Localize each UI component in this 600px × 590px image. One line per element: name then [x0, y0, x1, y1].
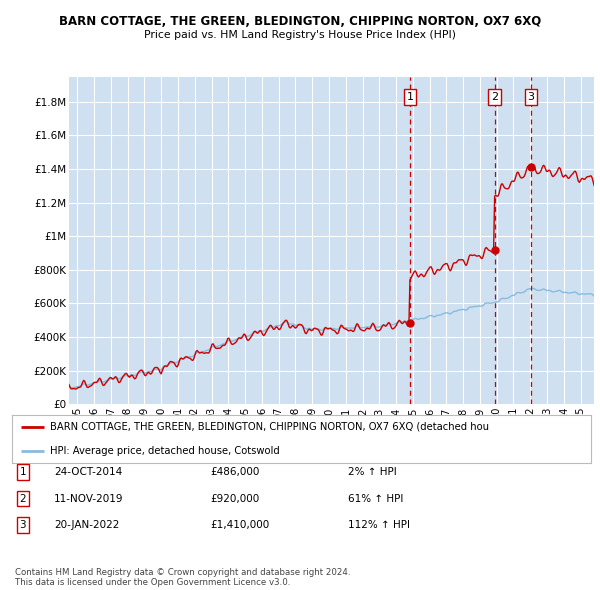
Text: 20-JAN-2022: 20-JAN-2022: [54, 520, 119, 530]
Text: 2: 2: [491, 92, 498, 102]
Text: Price paid vs. HM Land Registry's House Price Index (HPI): Price paid vs. HM Land Registry's House …: [144, 30, 456, 40]
Text: Contains HM Land Registry data © Crown copyright and database right 2024.
This d: Contains HM Land Registry data © Crown c…: [15, 568, 350, 587]
Text: 3: 3: [527, 92, 535, 102]
Text: 2: 2: [19, 494, 26, 503]
Text: 3: 3: [19, 520, 26, 530]
Text: £920,000: £920,000: [210, 494, 259, 503]
Text: 112% ↑ HPI: 112% ↑ HPI: [348, 520, 410, 530]
Text: 2% ↑ HPI: 2% ↑ HPI: [348, 467, 397, 477]
Text: 1: 1: [19, 467, 26, 477]
Text: £486,000: £486,000: [210, 467, 259, 477]
Text: HPI: Average price, detached house, Cotswold: HPI: Average price, detached house, Cots…: [50, 446, 280, 456]
Text: BARN COTTAGE, THE GREEN, BLEDINGTON, CHIPPING NORTON, OX7 6XQ (detached hou: BARN COTTAGE, THE GREEN, BLEDINGTON, CHI…: [50, 422, 488, 432]
Text: £1,410,000: £1,410,000: [210, 520, 269, 530]
Text: 24-OCT-2014: 24-OCT-2014: [54, 467, 122, 477]
Text: BARN COTTAGE, THE GREEN, BLEDINGTON, CHIPPING NORTON, OX7 6XQ: BARN COTTAGE, THE GREEN, BLEDINGTON, CHI…: [59, 15, 541, 28]
Text: 11-NOV-2019: 11-NOV-2019: [54, 494, 124, 503]
Text: 61% ↑ HPI: 61% ↑ HPI: [348, 494, 403, 503]
Text: 1: 1: [406, 92, 413, 102]
